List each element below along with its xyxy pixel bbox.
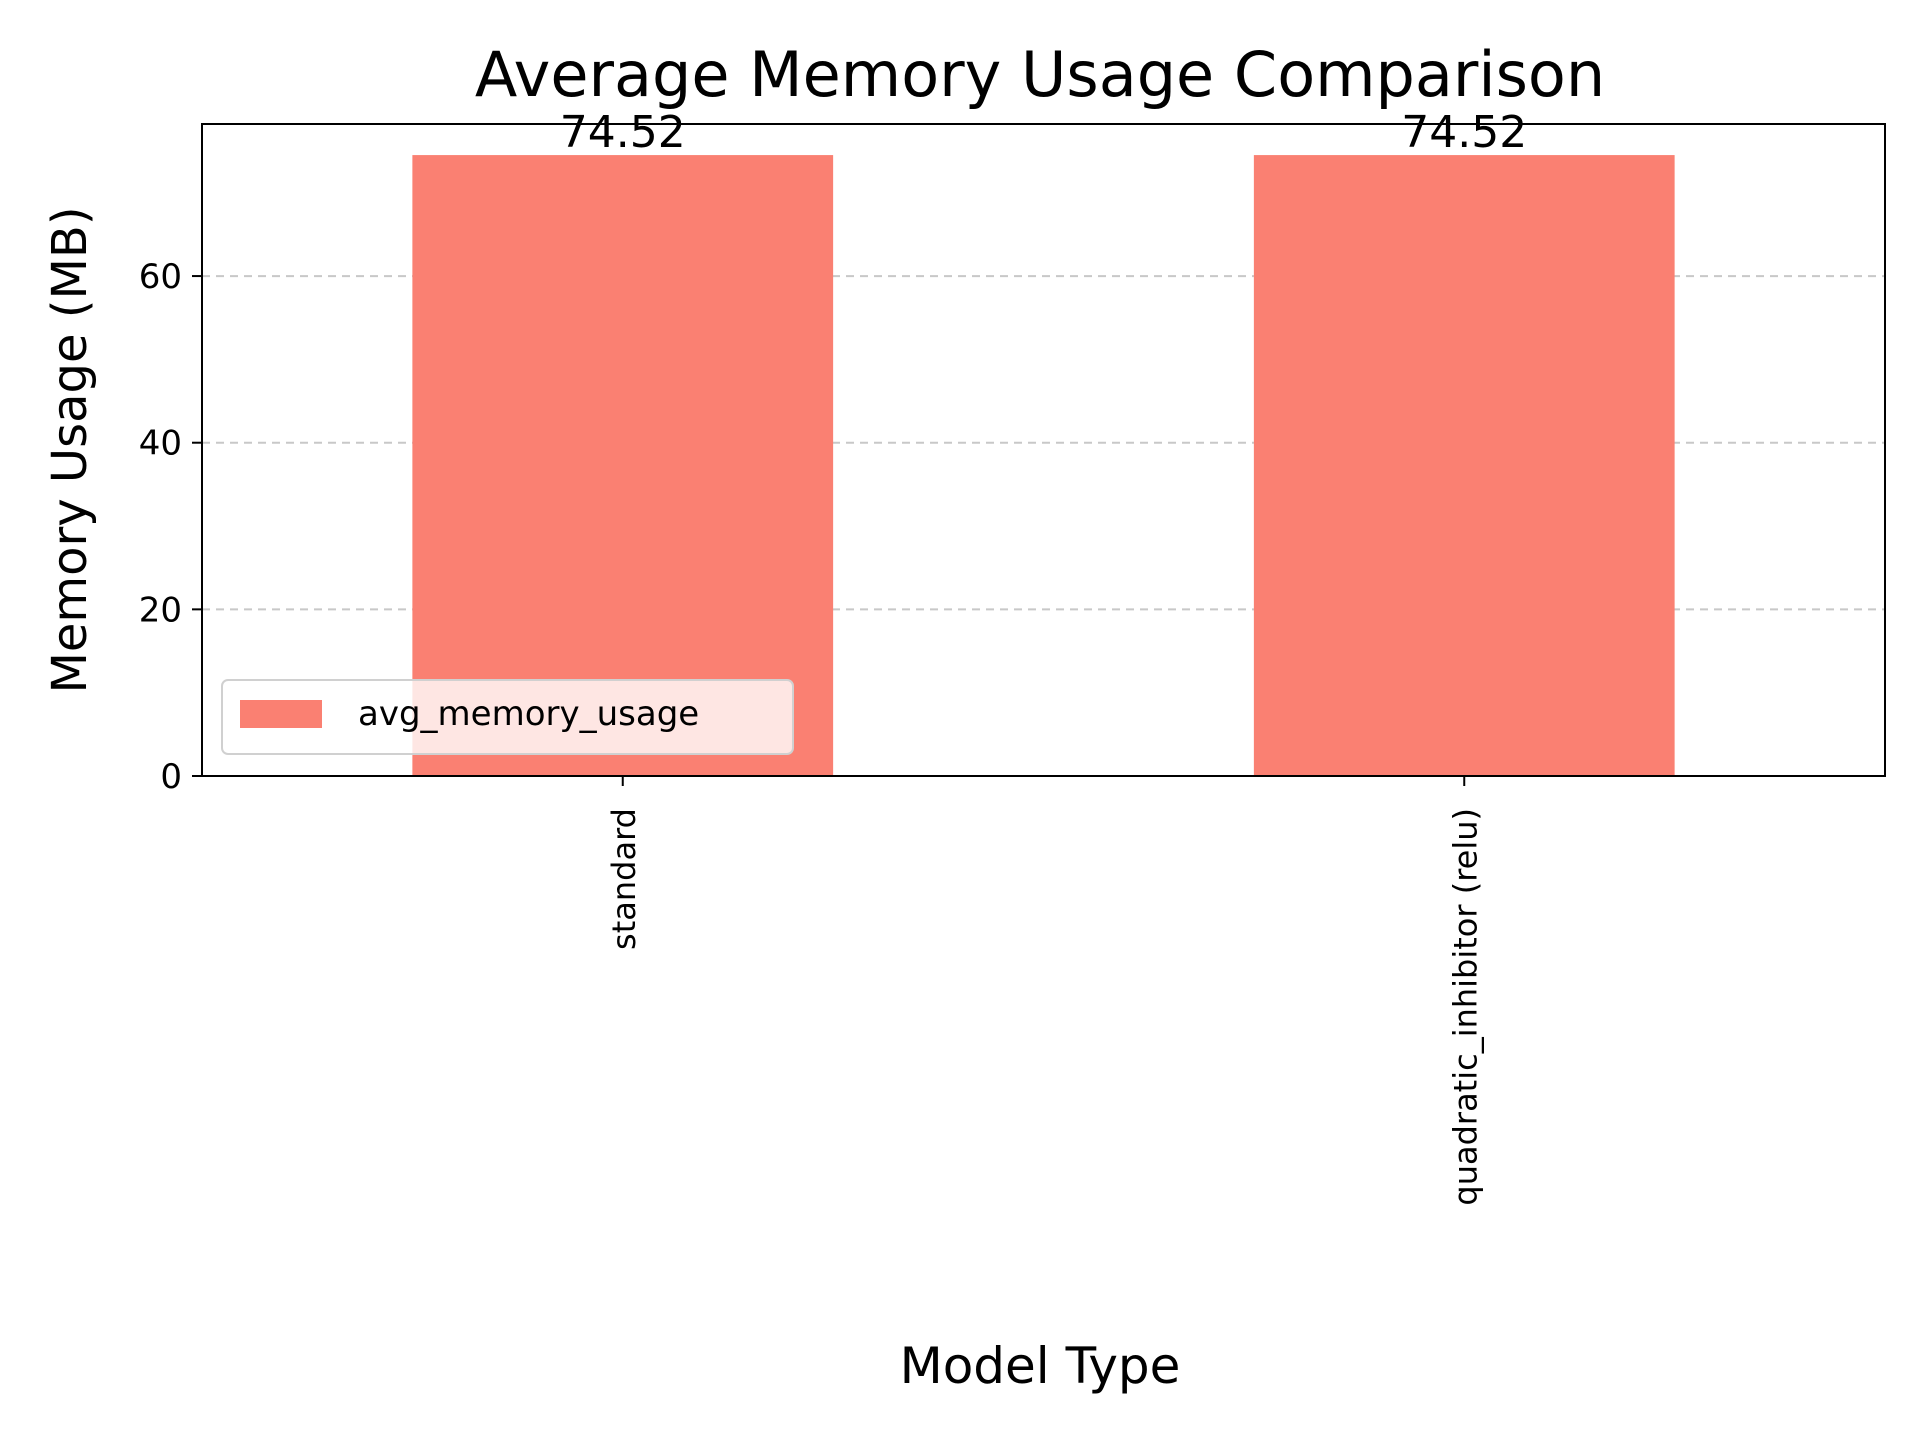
y-tick-label: 40 (139, 424, 182, 464)
legend-box (221, 679, 794, 755)
x-tick-label: quadratic_inhibitor (relu) (1446, 808, 1484, 1206)
bar-value-labels: 74.52 74.52 (560, 107, 1527, 158)
legend-label: avg_memory_usage (358, 694, 699, 734)
bar (412, 155, 834, 777)
y-tick-label: 0 (160, 757, 182, 797)
x-axis-ticks: standard quadratic_inhibitor (relu) (605, 776, 1484, 1206)
y-axis-ticks: 0 20 40 60 (139, 257, 202, 797)
bar (1253, 155, 1675, 777)
bar-value-label: 74.52 (1401, 107, 1527, 158)
plot-area-frame (201, 123, 1886, 777)
y-tick-label: 20 (139, 590, 182, 630)
bar-value-label: 74.52 (560, 107, 686, 158)
bars (412, 155, 1675, 777)
y-tick-label: 60 (139, 257, 182, 297)
legend: avg_memory_usage (221, 679, 794, 755)
x-tick-label: standard (605, 808, 643, 950)
chart-title: Average Memory Usage Comparison (475, 38, 1605, 111)
legend-swatch (240, 700, 322, 728)
x-axis-label: Model Type (900, 1337, 1181, 1395)
y-axis-label: Memory Usage (MB) (42, 206, 98, 693)
